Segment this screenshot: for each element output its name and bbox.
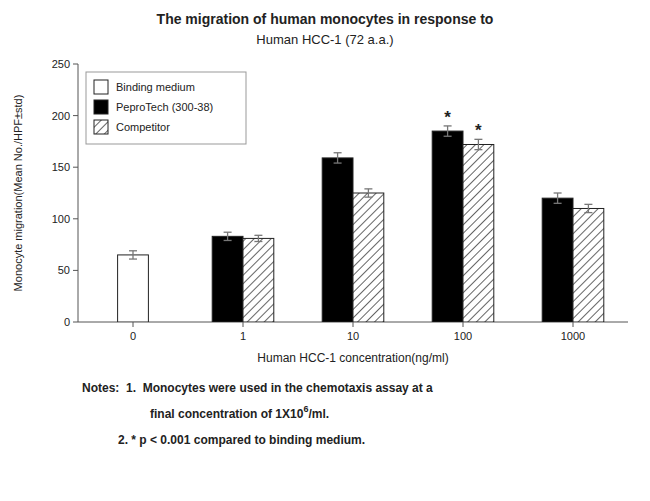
bar bbox=[118, 255, 149, 322]
error-bar-cap bbox=[334, 152, 342, 153]
x-tick-label: 100 bbox=[454, 330, 472, 342]
legend-box bbox=[86, 72, 246, 144]
legend-label: PeproTech (300-38) bbox=[116, 101, 213, 113]
y-tick bbox=[73, 322, 78, 323]
x-tick bbox=[573, 322, 574, 327]
error-bar-cap bbox=[254, 235, 262, 236]
error-bar-stem bbox=[368, 189, 369, 197]
y-tick-label: 250 bbox=[52, 58, 70, 70]
error-bar-stem bbox=[337, 153, 338, 163]
y-tick-label: 50 bbox=[58, 264, 70, 276]
y-tick bbox=[73, 218, 78, 219]
subtitle: Human HCC-1 (72 a.a.) bbox=[256, 32, 393, 47]
bar bbox=[432, 131, 463, 322]
error-bar-cap bbox=[584, 212, 592, 213]
note-text-end: /ml. bbox=[308, 407, 329, 421]
x-tick bbox=[353, 322, 354, 327]
bar bbox=[212, 236, 243, 322]
error-bar-cap bbox=[129, 250, 137, 251]
error-bar bbox=[334, 153, 342, 163]
y-tick bbox=[73, 270, 78, 271]
error-bar bbox=[129, 251, 137, 259]
y-tick bbox=[73, 64, 78, 65]
y-axis-label: Monocyte migration(Mean No./HPF±std) bbox=[12, 95, 24, 292]
y-tick-label: 100 bbox=[52, 213, 70, 225]
error-bar-cap bbox=[364, 188, 372, 189]
bar bbox=[243, 238, 274, 322]
x-tick bbox=[133, 322, 134, 327]
error-bar-cap bbox=[224, 240, 232, 241]
chart-container: The migration of human monocytes in resp… bbox=[0, 0, 650, 501]
error-bar bbox=[554, 193, 562, 203]
plot-area bbox=[118, 126, 604, 322]
legend-swatch bbox=[94, 80, 108, 94]
bar bbox=[322, 158, 353, 322]
x-tick-label: 1000 bbox=[561, 330, 585, 342]
error-bar bbox=[444, 126, 452, 136]
error-bar-stem bbox=[478, 139, 479, 149]
error-bar-cap bbox=[444, 136, 452, 137]
error-bar-stem bbox=[132, 251, 133, 259]
error-bar-cap bbox=[254, 241, 262, 242]
y-tick bbox=[73, 115, 78, 116]
x-axis-label: Human HCC-1 concentration(ng/ml) bbox=[257, 351, 448, 365]
x-tick-label: 1 bbox=[240, 330, 246, 342]
legend-label: Binding medium bbox=[116, 81, 195, 93]
error-bar bbox=[224, 232, 232, 240]
bar bbox=[353, 193, 384, 322]
y-tick-label: 150 bbox=[52, 161, 70, 173]
x-tick bbox=[243, 322, 244, 327]
error-bar-cap bbox=[554, 192, 562, 193]
error-bar-cap bbox=[364, 196, 372, 197]
error-bar-stem bbox=[227, 232, 228, 240]
bar bbox=[463, 144, 494, 322]
annotation: * bbox=[444, 108, 451, 127]
error-bar bbox=[474, 139, 482, 149]
error-bar-cap bbox=[474, 149, 482, 150]
error-bar bbox=[254, 235, 262, 241]
y-tick-label: 0 bbox=[64, 316, 70, 328]
error-bar-cap bbox=[129, 258, 137, 259]
annotation: * bbox=[475, 121, 482, 140]
title: The migration of human monocytes in resp… bbox=[157, 11, 494, 27]
error-bar-stem bbox=[447, 126, 448, 136]
error-bar-cap bbox=[554, 203, 562, 204]
bar bbox=[573, 208, 604, 322]
bar bbox=[542, 198, 573, 322]
note-text: final concentration of 1X10 bbox=[150, 407, 304, 421]
error-bar-cap bbox=[334, 162, 342, 163]
legend-swatch bbox=[94, 120, 108, 134]
error-bar-stem bbox=[588, 204, 589, 212]
error-bar-cap bbox=[224, 232, 232, 233]
legend-swatch bbox=[94, 100, 108, 114]
x-tick-label: 0 bbox=[130, 330, 136, 342]
legend-label: Competitor bbox=[116, 121, 170, 133]
note: final concentration of 1X106/ml. bbox=[150, 404, 329, 421]
chart-svg: The migration of human monocytes in resp… bbox=[0, 0, 650, 501]
note: 2. * p < 0.001 compared to binding mediu… bbox=[118, 433, 365, 447]
note: Notes: 1. Monocytes were used in the che… bbox=[82, 381, 433, 395]
y-tick bbox=[73, 167, 78, 168]
legend: Binding medium PeproTech (300-38) Competit… bbox=[86, 72, 246, 144]
error-bar bbox=[364, 189, 372, 197]
x-tick-label: 10 bbox=[347, 330, 359, 342]
error-bar-stem bbox=[258, 235, 259, 241]
x-tick bbox=[463, 322, 464, 327]
error-bar bbox=[584, 204, 592, 212]
y-tick-label: 200 bbox=[52, 110, 70, 122]
error-bar-cap bbox=[584, 204, 592, 205]
error-bar-stem bbox=[557, 193, 558, 203]
y-axis-line bbox=[78, 64, 79, 322]
